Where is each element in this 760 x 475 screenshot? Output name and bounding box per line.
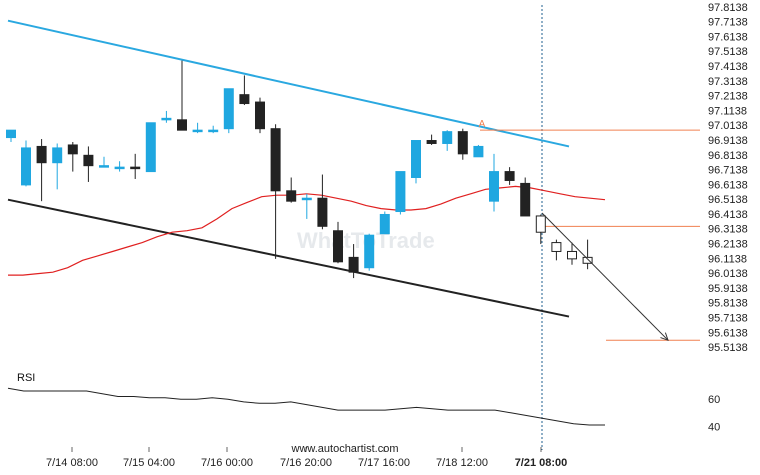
candle xyxy=(130,166,141,170)
candle xyxy=(114,166,125,170)
y-tick-label: 95.9138 xyxy=(708,283,748,295)
rsi-line xyxy=(7,387,605,426)
y-tick-label: 96.6138 xyxy=(708,179,748,191)
y-tick-label: 97.3138 xyxy=(708,76,748,88)
y-tick-label: 96.3138 xyxy=(708,224,748,236)
candle xyxy=(255,101,265,130)
y-tick-label: 96.4138 xyxy=(708,209,748,221)
y-tick-label: 97.7138 xyxy=(708,17,748,29)
candle xyxy=(473,145,484,158)
candle xyxy=(582,256,593,264)
candle xyxy=(67,144,78,155)
candle xyxy=(161,117,172,121)
candle xyxy=(223,88,234,130)
x-tick-label: 7/16 00:00 xyxy=(201,457,253,469)
candle xyxy=(442,131,453,144)
candle xyxy=(457,131,468,155)
y-tick-label: 96.9138 xyxy=(708,135,748,147)
candle xyxy=(333,230,343,263)
candle xyxy=(395,171,406,213)
candles xyxy=(6,60,593,279)
y-axis: 97.8138 97.7138 97.6138 97.5138 97.4138 97.31… xyxy=(708,2,748,354)
candle xyxy=(6,129,16,139)
candle xyxy=(239,94,250,105)
source-label: www.autochartist.com xyxy=(291,443,399,455)
y-tick-label: 97.5138 xyxy=(708,46,748,58)
candle xyxy=(411,140,421,178)
candle xyxy=(551,242,562,252)
candle xyxy=(36,145,47,164)
candle xyxy=(21,147,31,186)
trend-lines: A xyxy=(7,19,700,341)
candle xyxy=(301,197,312,201)
candle xyxy=(567,250,577,260)
x-tick-label: 7/18 12:00 xyxy=(436,457,488,469)
forecast-arrow-head xyxy=(660,332,669,342)
x-tick-label: 7/21 08:00 xyxy=(515,457,568,469)
upper-trendline xyxy=(7,19,570,148)
rsi-tick-label: 60 xyxy=(708,394,720,406)
lower-trendline xyxy=(7,198,570,318)
y-tick-label: 96.1138 xyxy=(708,253,747,265)
rsi-label: RSI xyxy=(17,372,35,384)
pattern-marker-label: A xyxy=(479,119,486,130)
candle xyxy=(535,215,546,233)
candle xyxy=(52,147,63,164)
y-tick-label: 97.2138 xyxy=(708,91,748,103)
rsi-tick-label: 40 xyxy=(708,421,720,433)
y-tick-label: 97.6138 xyxy=(708,31,748,43)
candle xyxy=(317,197,328,227)
x-tick-label: 7/14 08:00 xyxy=(46,457,98,469)
candle xyxy=(504,171,515,181)
y-tick-label: 96.2138 xyxy=(708,239,748,251)
x-axis: 7/14 08:00 7/15 04:00 7/16 00:00 7/16 20:00… xyxy=(46,447,567,469)
x-tick-label: 7/17 16:00 xyxy=(358,457,410,469)
candle xyxy=(364,234,375,269)
rsi-panel: 60 40 xyxy=(7,387,720,433)
y-tick-label: 96.0138 xyxy=(708,268,748,280)
candle xyxy=(520,182,531,217)
y-tick-label: 95.7138 xyxy=(708,312,748,324)
candle xyxy=(177,119,187,131)
candle xyxy=(489,171,499,202)
x-tick-label: 7/15 04:00 xyxy=(123,457,175,469)
forecast-arrow-line xyxy=(541,212,669,341)
y-tick-label: 95.6138 xyxy=(708,327,748,339)
candle xyxy=(270,128,281,192)
candle xyxy=(145,122,156,173)
y-tick-label: 97.0138 xyxy=(708,120,748,132)
candle xyxy=(379,213,390,235)
candle xyxy=(426,140,437,144)
y-tick-label: 97.4138 xyxy=(708,61,748,73)
y-tick-label: 97.8138 xyxy=(708,2,748,14)
candle xyxy=(208,129,219,133)
candle xyxy=(99,165,109,168)
y-tick-label: 97.1138 xyxy=(708,105,747,117)
y-tick-label: 96.7138 xyxy=(708,165,748,177)
y-tick-label: 96.8138 xyxy=(708,150,748,162)
candle xyxy=(286,190,297,202)
forecast-arrow xyxy=(541,212,669,342)
candle xyxy=(348,256,359,273)
x-tick-label: 7/16 20:00 xyxy=(280,457,332,469)
y-tick-label: 95.5138 xyxy=(708,342,748,354)
candle xyxy=(83,154,94,167)
candle xyxy=(192,129,203,133)
y-tick-label: 96.5138 xyxy=(708,194,748,206)
y-tick-label: 95.8138 xyxy=(708,298,748,310)
